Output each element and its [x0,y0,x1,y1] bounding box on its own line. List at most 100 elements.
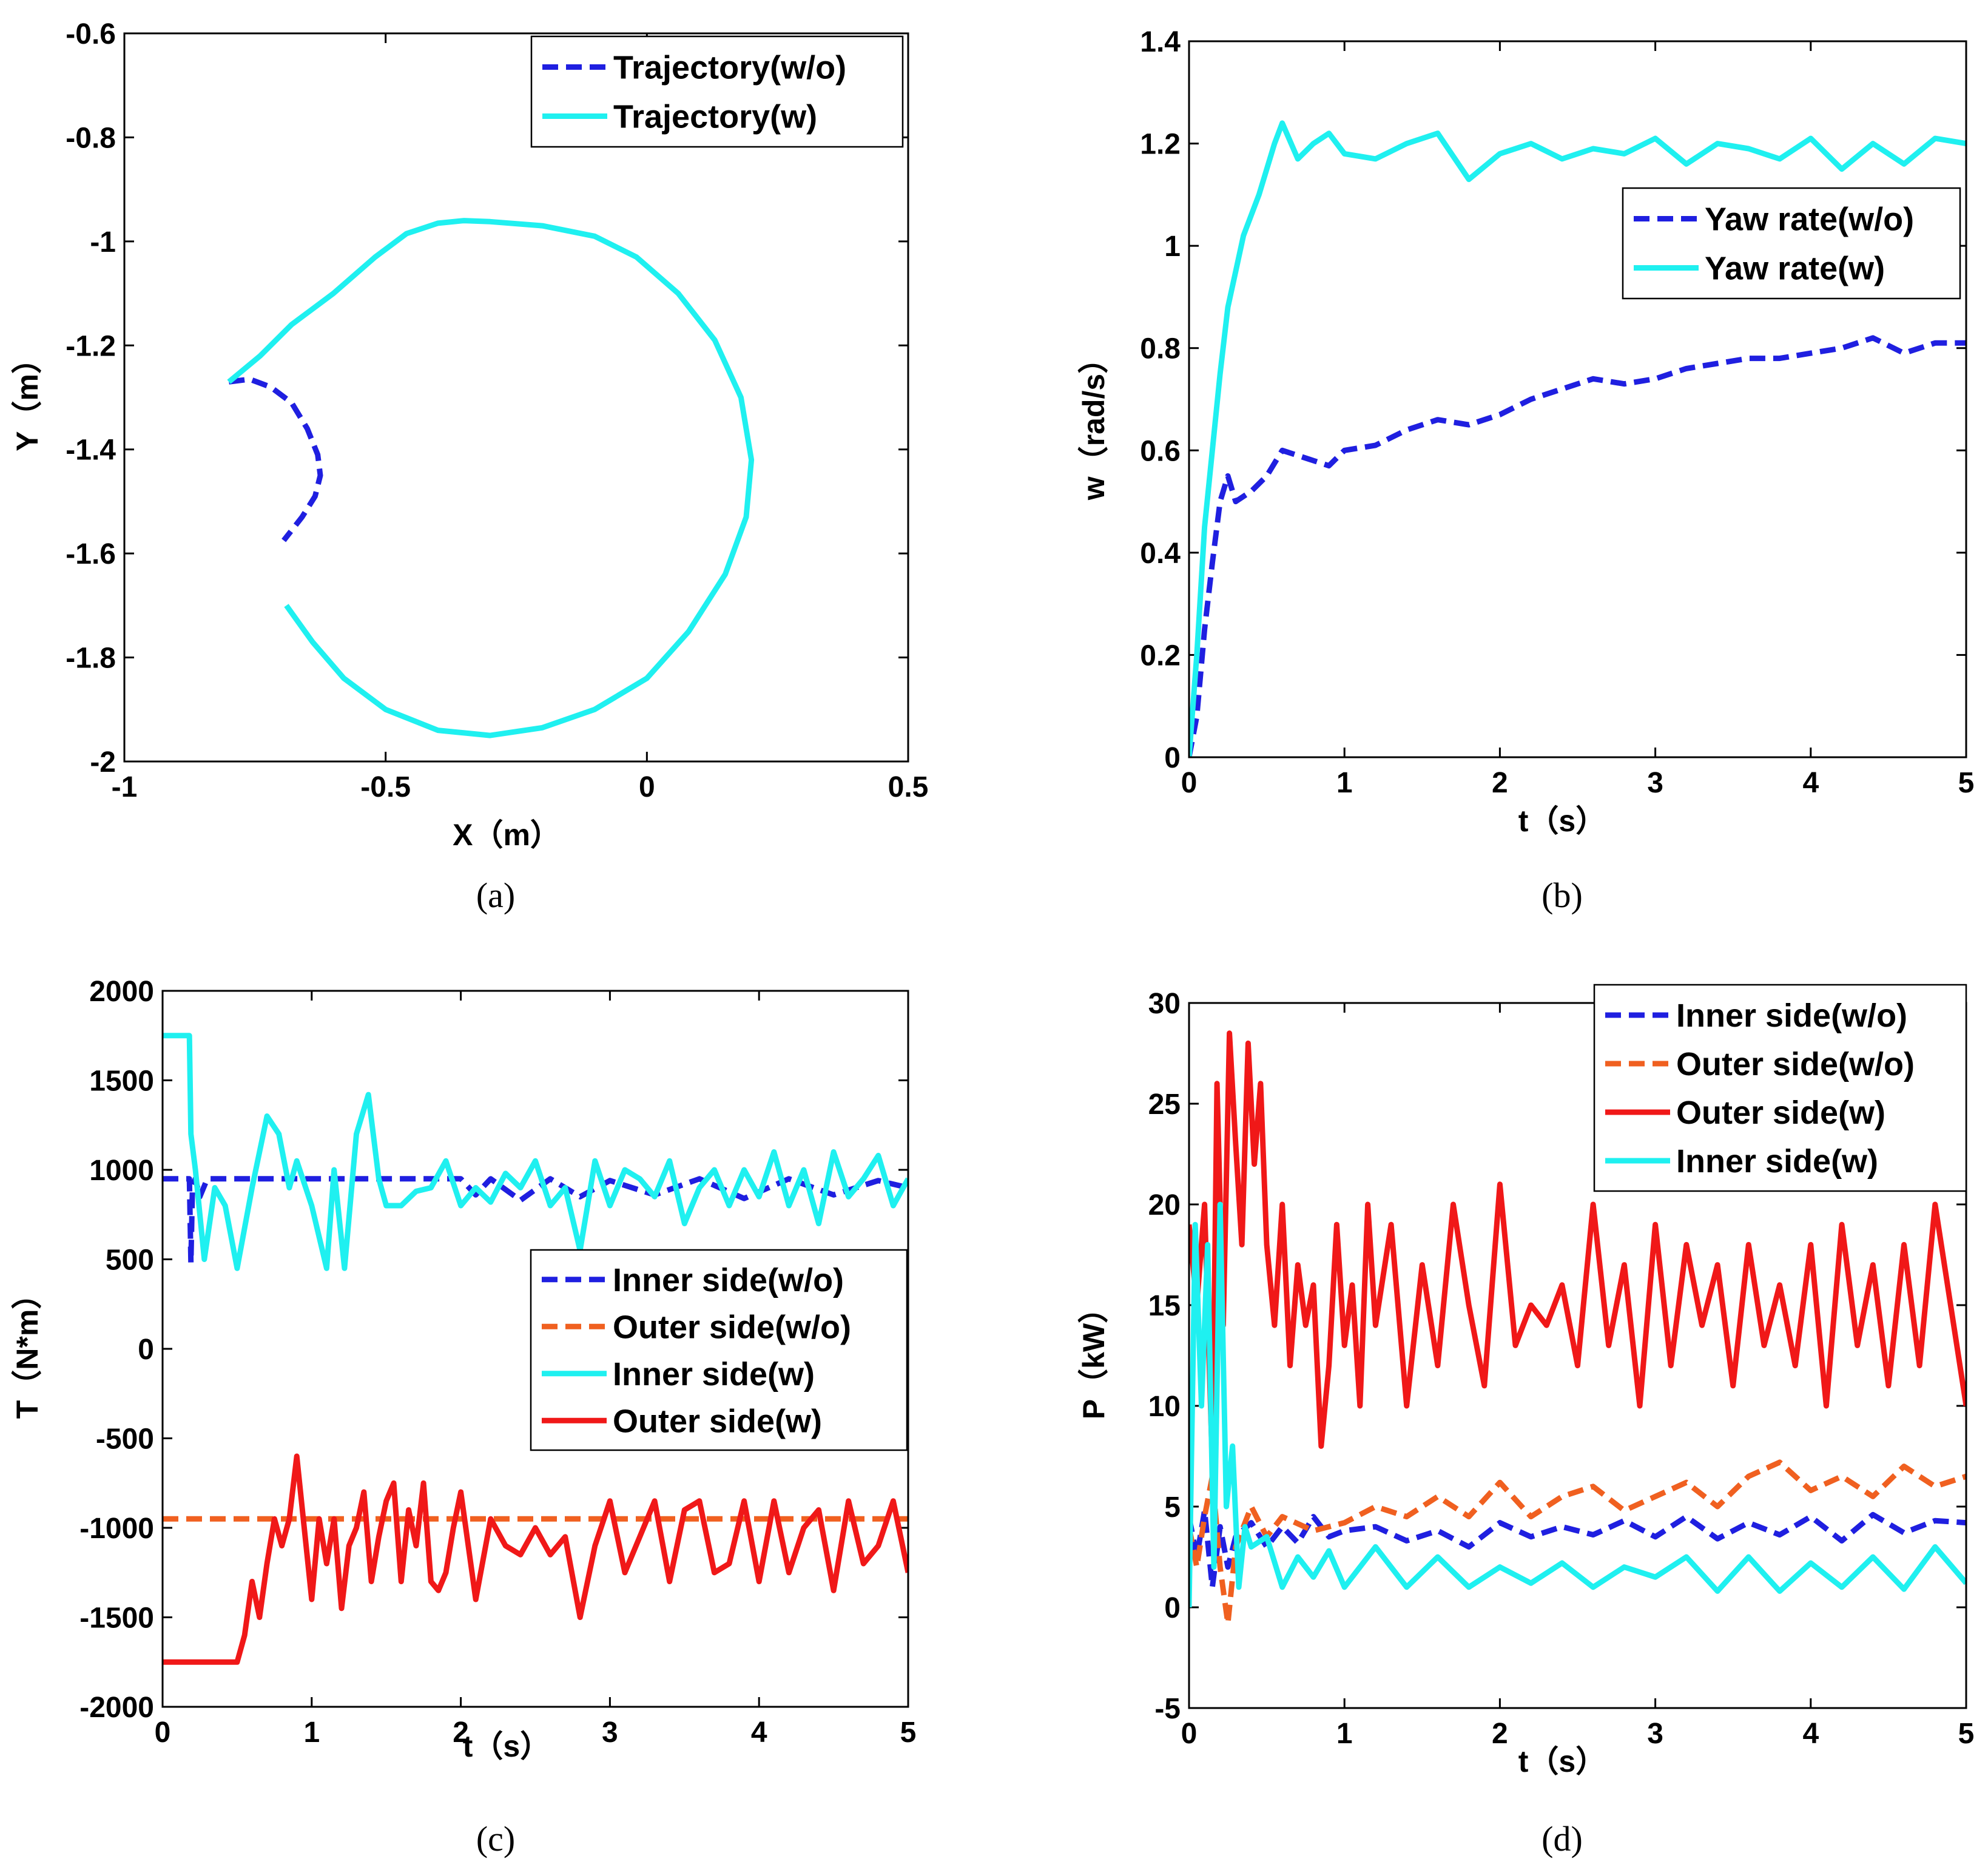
legend-box [530,1249,908,1451]
y-tick-label: -1 [90,226,116,258]
x-tick-label: 1 [303,1717,320,1749]
series-line-yaw-rate-w [1189,120,1966,757]
legend: Inner side(w/o) Outer side(w/o) Outer side… [1593,984,1967,1192]
x-tick-label: 2 [1492,767,1508,799]
x-tick-label: 3 [1647,767,1663,799]
x-axis-label: t（s） [1518,1744,1606,1778]
series-line-outer-side-w [163,1453,908,1665]
y-tick-label: -2 [90,746,116,778]
legend-entry-label: Outer side(w/o) [1676,1046,1915,1082]
y-tick-label: 20 [1148,1189,1181,1221]
y-axis-label: w（rad/s） [1077,343,1111,501]
series-line-inner-side-w [163,1033,908,1271]
x-tick-label: 0 [1181,1718,1198,1750]
y-tick-label: 2000 [89,976,154,1008]
x-tick-label: 3 [1647,1718,1663,1750]
x-tick-label: 5 [1958,1718,1975,1750]
x-axis-label: t（s） [463,1729,550,1763]
legend-entry-label: Yaw rate(w/o) [1705,201,1914,238]
y-tick-label: -5 [1154,1693,1181,1725]
x-tick-label: -1 [112,771,138,803]
x-tick-label: 4 [1802,767,1819,799]
x-tick-label: 0 [639,771,655,803]
legend-entry-label: Trajectory(w) [613,99,817,135]
y-tick-label: -0.8 [66,122,116,154]
legend-entry-label: Outer side(w) [1676,1095,1885,1131]
y-tick-label: 1000 [89,1155,154,1187]
panel-caption: (c) [476,1819,515,1859]
x-tick-label: 2 [1492,1718,1508,1750]
y-axis-label: Y（m） [10,343,44,451]
chart-panel-3: 0 1 2 3 4 5 2000 1500 1000 500 0 -500 -1000 -1500 -200… [10,976,916,1859]
y-tick-label: 0.4 [1140,538,1181,570]
series-line-inner-side-w [1189,1201,1966,1608]
x-tick-label: 0.5 [888,771,929,803]
y-tick-label: 0.8 [1140,333,1181,365]
y-tick-label: -1.2 [66,330,116,362]
legend-entry-label: Trajectory(w/o) [613,50,846,86]
series-line-yaw-rate-w-o [1189,335,1966,757]
panel-caption: (a) [476,876,515,915]
series-line-trajectory-w [227,218,755,738]
y-tick-label: 1.2 [1140,129,1181,161]
series-line-trajectory-w-o [228,376,323,542]
y-axis-label: P（kW） [1077,1293,1111,1419]
y-tick-label: 0 [1164,742,1181,774]
y-tick-label: 0.6 [1140,435,1181,467]
plot-area [124,33,908,761]
legend-entry-label: Inner side(w/o) [1676,998,1907,1034]
legend: Trajectory(w/o) Trajectory(w) [530,35,904,148]
y-tick-label: 0 [138,1334,154,1366]
axes-frame [123,32,909,763]
legend-box [530,35,904,148]
y-tick-label: 1500 [89,1065,154,1098]
axes-frame [1188,1002,1967,1709]
y-tick-label: 1.4 [1140,26,1181,58]
x-tick-label: 2 [453,1717,469,1749]
y-tick-label: 30 [1148,988,1181,1020]
x-axis-label: X（m） [453,818,561,852]
axes-frame [1188,40,1967,758]
x-tick-label: 3 [602,1717,618,1749]
legend: Yaw rate(w/o) Yaw rate(w) [1622,187,1961,300]
axes-frame [161,990,909,1708]
legend-box [1593,984,1967,1192]
chart-panel-2: 0 1 2 3 4 5 0 0.2 0.4 0.6 0.8 1 1.2 1.4 t（s） w（rad/s） Ya… [1077,26,1974,915]
y-tick-label: 15 [1148,1290,1181,1322]
y-tick-label: -0.6 [66,18,116,50]
x-tick-label: -0.5 [360,771,411,803]
legend-box [1622,187,1961,300]
y-axis-label: T（N*m） [10,1279,44,1419]
x-tick-label: 0 [155,1717,171,1749]
y-tick-label: 25 [1148,1089,1181,1121]
y-tick-label: 1 [1164,231,1181,263]
x-tick-label: 5 [1958,767,1975,799]
series-line-outer-side-w [1189,1030,1966,1470]
x-tick-label: 0 [1181,767,1198,799]
y-tick-label: 10 [1148,1391,1181,1423]
panel-caption: (b) [1542,876,1583,915]
legend-entry-label: Inner side(w) [613,1356,815,1393]
y-tick-label: 0.2 [1140,640,1181,672]
legend: Inner side(w/o) Outer side(w/o) Inner side… [530,1249,908,1451]
y-tick-label: -1000 [79,1513,154,1545]
x-tick-label: 5 [900,1717,917,1749]
y-tick-label: -2000 [79,1692,154,1724]
legend-entry-label: Outer side(w/o) [613,1309,851,1345]
y-tick-label: -1.6 [66,538,116,570]
series-line-outer-side-w-o [1189,1459,1966,1627]
chart-panel-1: -1 -0.5 0 0.5 -0.6 -0.8 -1 -1.2 -1.4 -1.6 -1.8 -2 X（… [10,18,928,915]
y-tick-label: -1.8 [66,643,116,675]
series-line-inner-side-w-o [1189,1508,1966,1590]
x-tick-label: 4 [1802,1718,1819,1750]
legend-entry-label: Inner side(w) [1676,1143,1878,1180]
y-tick-label: -1.4 [66,434,116,467]
x-axis-label: t（s） [1518,804,1606,838]
x-tick-label: 1 [1336,767,1353,799]
y-tick-label: 0 [1164,1592,1181,1624]
x-tick-label: 4 [751,1717,767,1749]
y-tick-label: 500 [106,1244,154,1277]
y-tick-label: -500 [96,1423,154,1456]
legend-entry-label: Yaw rate(w) [1705,251,1885,287]
